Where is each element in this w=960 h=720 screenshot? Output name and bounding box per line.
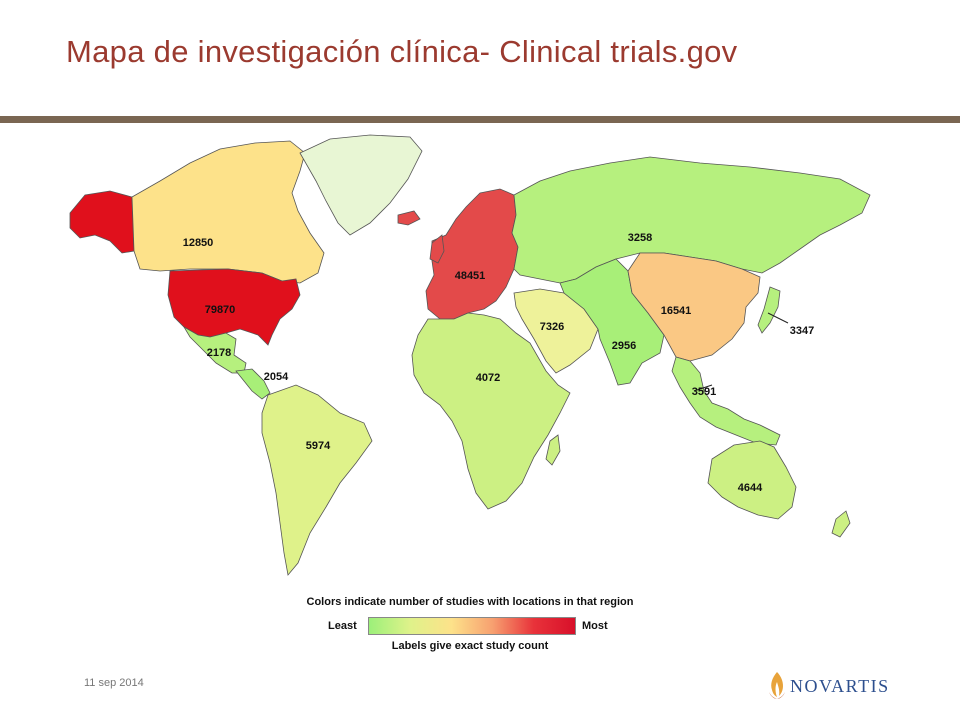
region-japan[interactable]: [757, 286, 781, 334]
legend-title: Colors indicate number of studies with l…: [306, 596, 634, 608]
slide-date: 11 sep 2014: [84, 677, 144, 689]
label-oceania: 4644: [738, 482, 763, 494]
region-south-america[interactable]: [261, 384, 373, 576]
southeast-asia-leader-line: [693, 384, 713, 392]
region-canada[interactable]: [131, 140, 325, 284]
novartis-flame-icon: [769, 672, 785, 699]
legend-color-scale: [368, 617, 576, 635]
region-madagascar[interactable]: [545, 434, 561, 466]
region-china[interactable]: [627, 252, 761, 362]
region-europe[interactable]: [425, 188, 519, 320]
region-south-asia[interactable]: [559, 258, 665, 386]
map-legend: Colors indicate number of studies with l…: [270, 596, 670, 658]
region-uk[interactable]: [429, 234, 445, 264]
label-mexico: 2178: [207, 347, 231, 359]
label-japan: 3347: [790, 325, 814, 337]
region-australia[interactable]: [707, 440, 797, 520]
label-china: 16541: [661, 305, 692, 317]
region-russia[interactable]: [511, 156, 871, 284]
label-united-states: 79870: [205, 304, 236, 316]
slide-title: Mapa de investigación clínica- Clinical …: [66, 34, 738, 69]
legend-subtitle: Labels give exact study count: [391, 640, 549, 652]
label-south-asia: 2956: [612, 340, 636, 352]
label-africa: 4072: [476, 372, 500, 384]
region-mexico[interactable]: [182, 325, 247, 374]
region-greenland[interactable]: [299, 134, 423, 236]
label-europe: 48451: [455, 270, 486, 282]
label-southeast-asia: 3591: [692, 386, 716, 398]
legend-most-label: Most: [582, 620, 608, 632]
region-alaska[interactable]: [69, 190, 135, 254]
region-iceland[interactable]: [397, 210, 421, 226]
novartis-logo: NOVARTIS: [766, 670, 906, 702]
logo-wordmark: NOVARTIS: [790, 676, 890, 696]
title-rule: [0, 116, 960, 123]
label-russia: 3258: [628, 232, 652, 244]
region-southeast-asia[interactable]: [671, 356, 781, 446]
world-map: 12850 79870 2178 2054 5974 48451 4072 73…: [0, 123, 960, 603]
label-canada: 12850: [183, 237, 214, 249]
label-middle-east: 7326: [540, 321, 564, 333]
region-new-zealand[interactable]: [831, 510, 851, 538]
legend-least-label: Least: [328, 620, 357, 632]
label-central-america: 2054: [264, 371, 289, 383]
label-south-america: 5974: [306, 440, 331, 452]
japan-leader-line: [767, 312, 789, 324]
region-africa[interactable]: [411, 312, 571, 510]
region-central-america[interactable]: [235, 368, 271, 400]
